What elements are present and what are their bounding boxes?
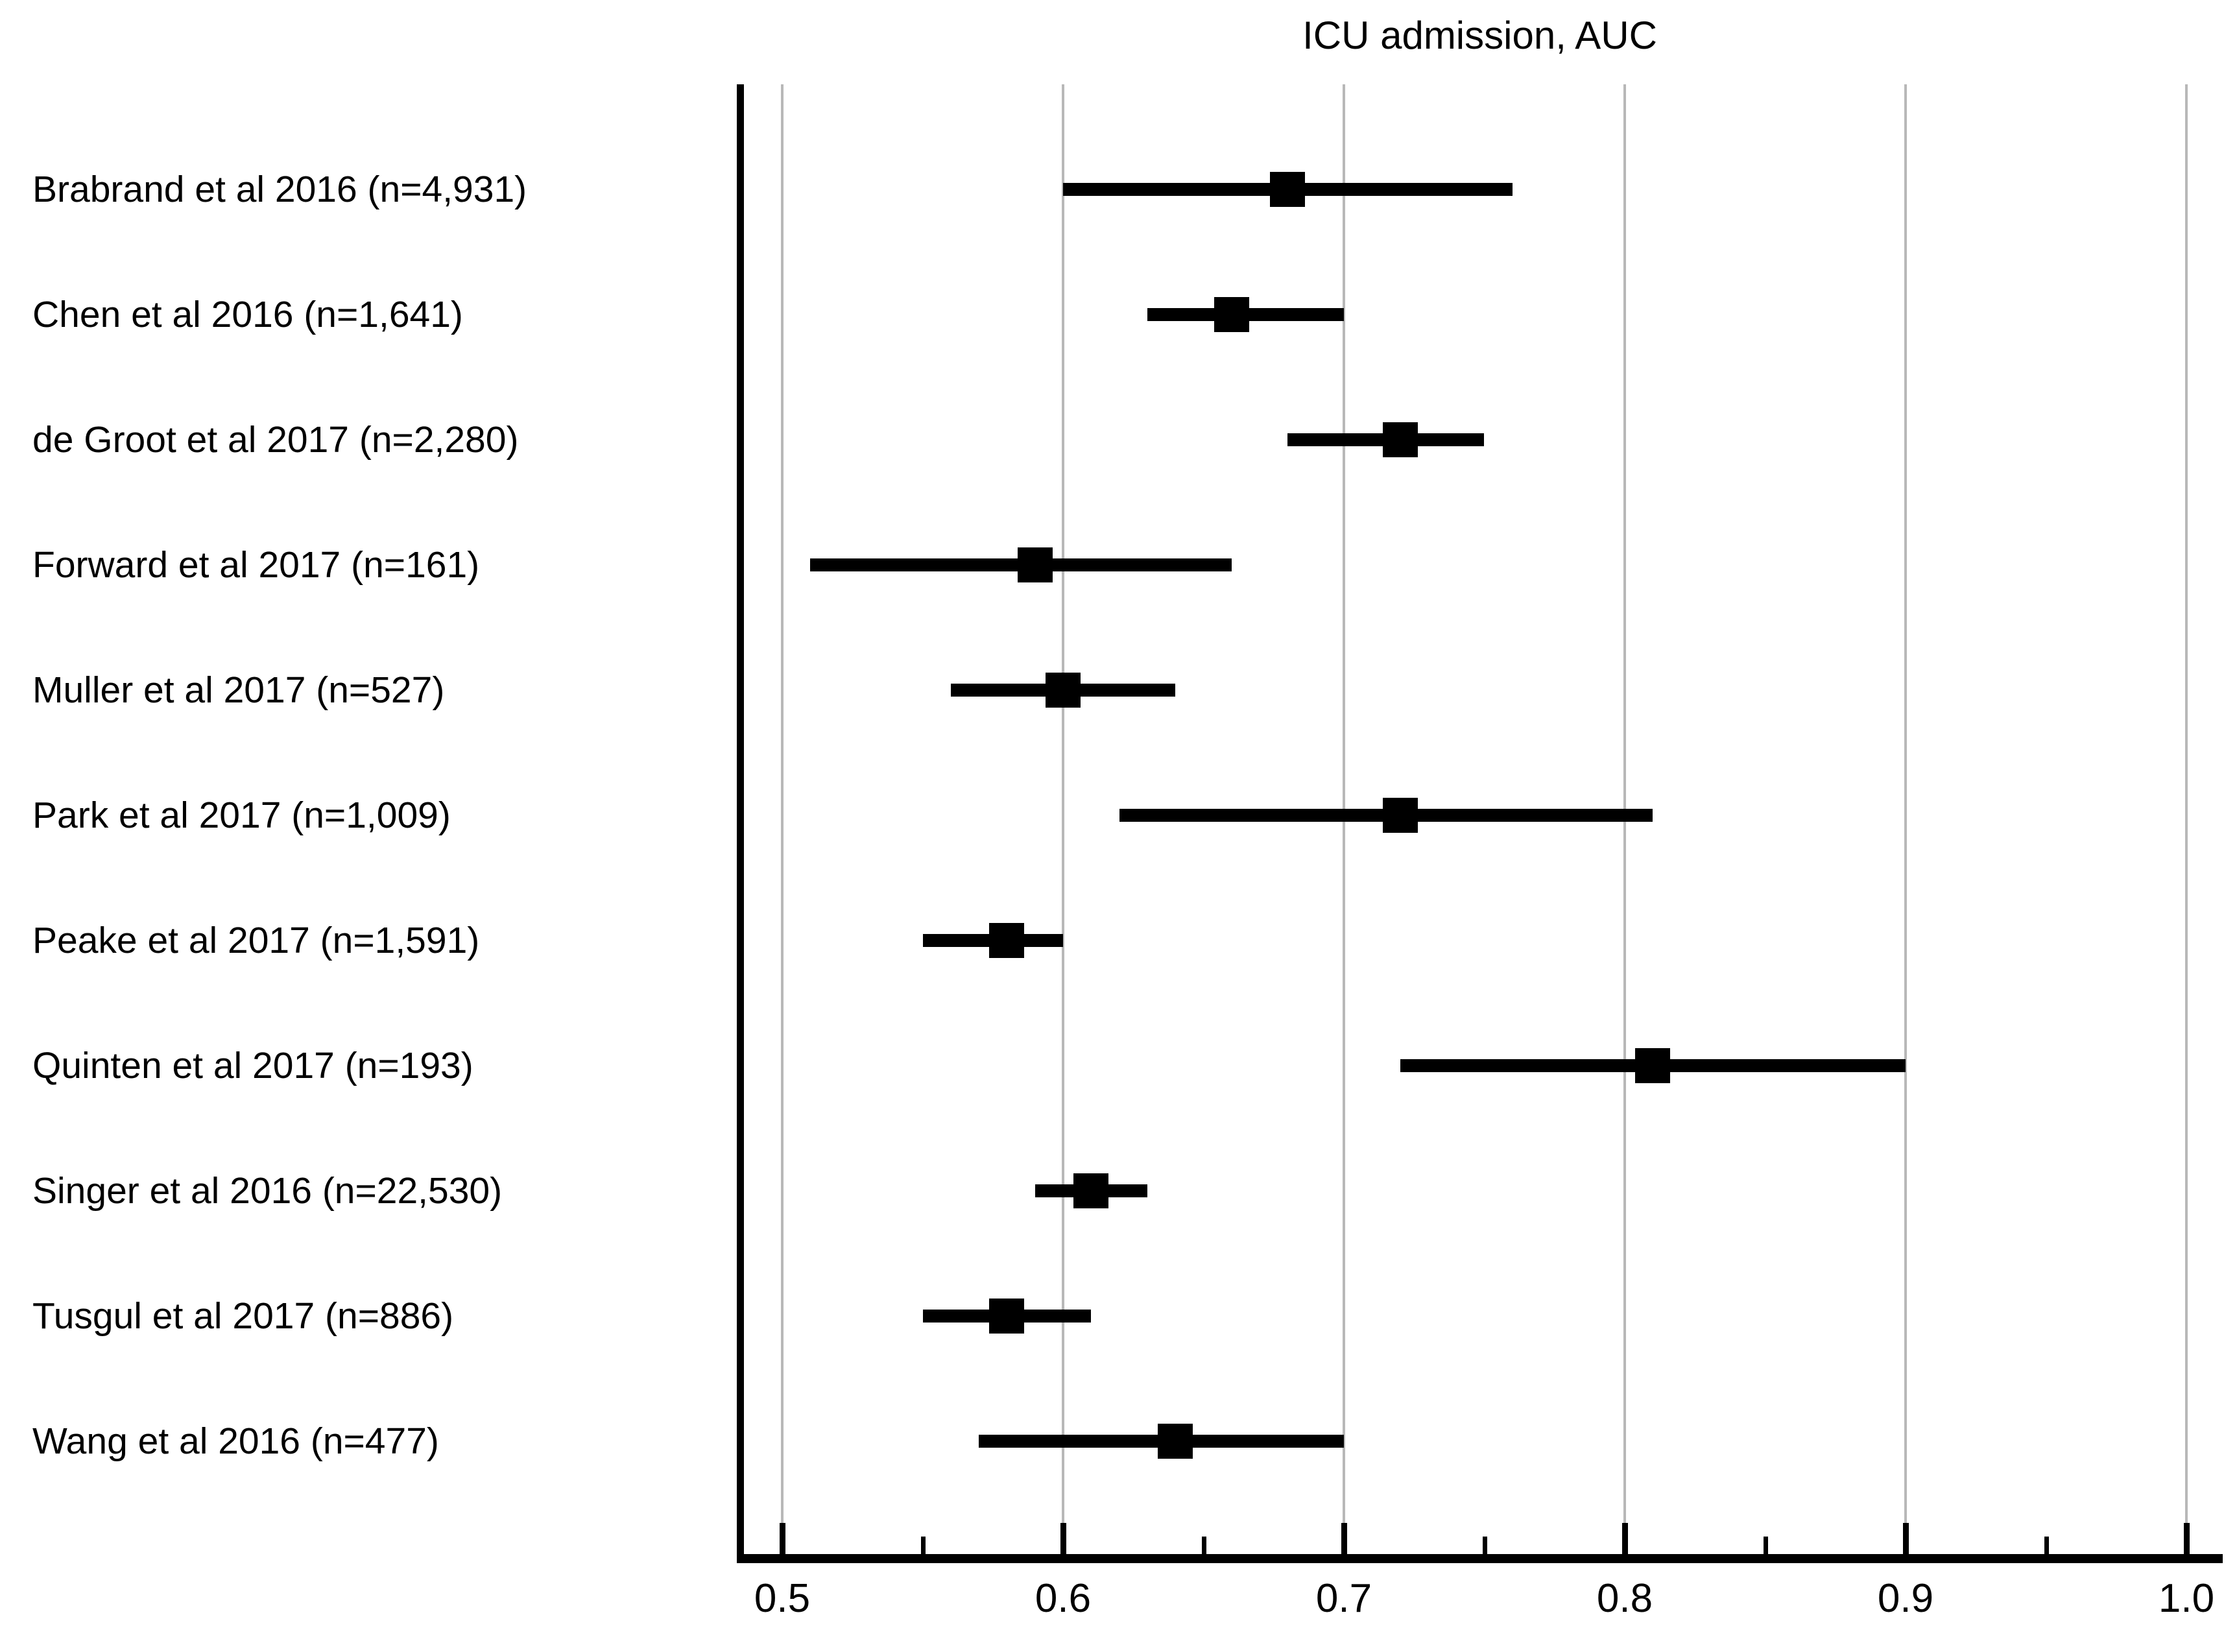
study-label: Quinten et al 2017 (n=193) (32, 1045, 473, 1086)
x-minor-tick (920, 1537, 926, 1554)
gridline (1904, 84, 1907, 1554)
x-tick-label: 0.6 (1035, 1576, 1092, 1621)
study-label: Muller et al 2017 (n=527) (32, 669, 445, 711)
x-major-tick (1341, 1523, 1347, 1554)
x-tick-label: 0.8 (1596, 1576, 1653, 1621)
study-label: de Groot et al 2017 (n=2,280) (32, 419, 519, 461)
x-minor-tick (1763, 1537, 1768, 1554)
point-estimate-marker (1158, 1424, 1193, 1459)
x-tick-label: 0.9 (1877, 1576, 1934, 1621)
x-minor-tick (2044, 1537, 2049, 1554)
x-major-tick (1903, 1523, 1909, 1554)
point-estimate-marker (989, 1299, 1025, 1334)
x-major-tick (1060, 1523, 1066, 1554)
study-label: Forward et al 2017 (n=161) (32, 544, 480, 586)
x-major-tick (780, 1523, 785, 1554)
point-estimate-marker (1382, 798, 1418, 833)
point-estimate-marker (1382, 422, 1418, 457)
x-tick-label: 0.7 (1315, 1576, 1372, 1621)
x-major-tick (2184, 1523, 2190, 1554)
chart-title: ICU admission, AUC (1302, 14, 1657, 57)
x-tick-label: 0.5 (754, 1576, 811, 1621)
point-estimate-marker (1073, 1173, 1109, 1208)
y-axis-line (737, 84, 744, 1554)
study-label: Singer et al 2016 (n=22,530) (32, 1170, 503, 1212)
study-label: Chen et al 2016 (n=1,641) (32, 294, 463, 335)
x-axis-line (737, 1554, 2223, 1563)
gridline (781, 84, 784, 1554)
study-label: Park et al 2017 (n=1,009) (32, 795, 451, 836)
gridline (1062, 84, 1064, 1554)
x-minor-tick (1482, 1537, 1487, 1554)
study-label: Tusgul et al 2017 (n=886) (32, 1295, 454, 1337)
x-major-tick (1622, 1523, 1628, 1554)
study-label: Brabrand et al 2016 (n=4,931) (32, 169, 527, 210)
point-estimate-marker (1270, 172, 1306, 207)
point-estimate-marker (1214, 297, 1249, 332)
point-estimate-marker (1635, 1048, 1671, 1083)
plot-area (737, 84, 2223, 1563)
x-minor-tick (1201, 1537, 1206, 1554)
point-estimate-marker (1046, 673, 1081, 708)
study-label: Wang et al 2016 (n=477) (32, 1420, 439, 1462)
point-estimate-marker (989, 923, 1025, 958)
study-label: Peake et al 2017 (n=1,591) (32, 920, 480, 961)
gridline (2185, 84, 2188, 1554)
x-tick-label: 1.0 (2158, 1576, 2215, 1621)
point-estimate-marker (1017, 547, 1053, 582)
